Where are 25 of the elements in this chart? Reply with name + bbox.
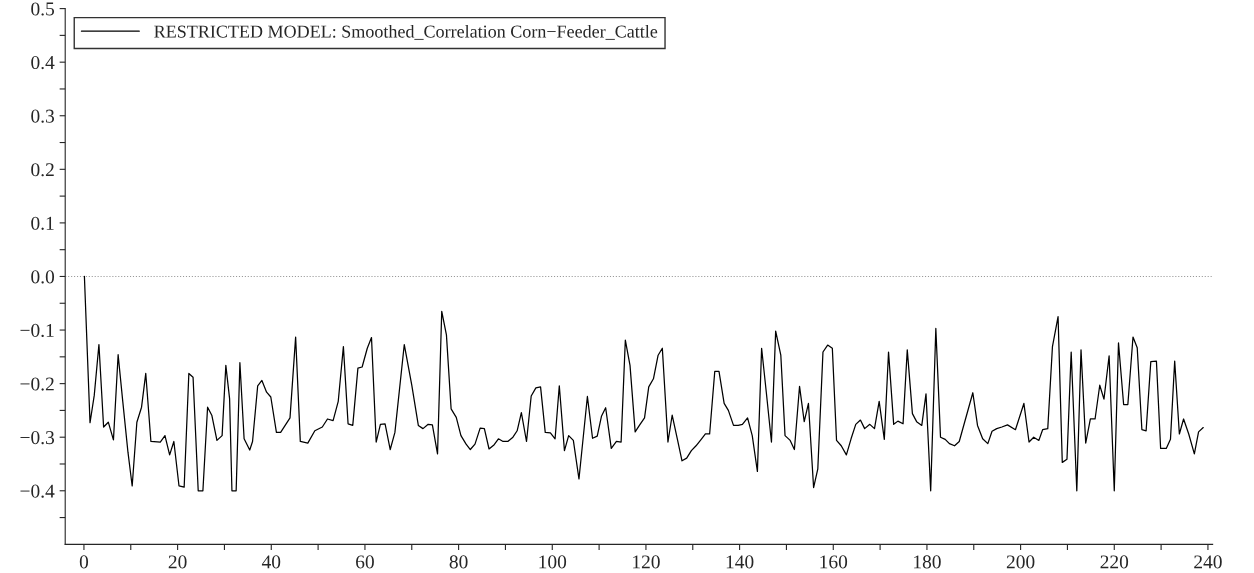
- x-tick-label: 60: [356, 555, 374, 569]
- x-tick-label: 40: [261, 555, 281, 569]
- y-tick-label: −0.2: [20, 377, 54, 391]
- y-tick-label: 0.1: [31, 216, 54, 230]
- y-tick-label: −0.1: [20, 323, 54, 338]
- x-tick-label: 220: [1100, 555, 1129, 569]
- x-tick-label: 140: [726, 555, 754, 569]
- x-tick-label: 20: [168, 555, 187, 569]
- x-tick-label: 80: [449, 555, 468, 569]
- x-tick-label: 120: [633, 555, 660, 569]
- y-tick-label: 0.3: [31, 109, 55, 123]
- y-tick-label: 0.4: [31, 55, 55, 70]
- x-tick-label: 240: [1194, 555, 1222, 569]
- x-tick-label: 100: [539, 555, 567, 569]
- x-tick-label: 180: [914, 555, 941, 569]
- line-series: [83, 275, 1204, 492]
- y-tick-label: 0.0: [31, 270, 55, 284]
- x-tick-label: 0: [79, 555, 89, 569]
- x-tick-label: 200: [1006, 555, 1035, 569]
- y-tick-label: 0.5: [31, 2, 55, 16]
- y-tick-label: 0.2: [31, 163, 54, 177]
- y-tick-label: −0.4: [20, 484, 55, 498]
- y-tick-label: −0.3: [20, 431, 55, 445]
- legend-label: RESTRICTED MODEL: Smoothed_Correlation Corn−Feeder_Cattle: [154, 24, 658, 40]
- x-tick-label: 160: [820, 555, 848, 569]
